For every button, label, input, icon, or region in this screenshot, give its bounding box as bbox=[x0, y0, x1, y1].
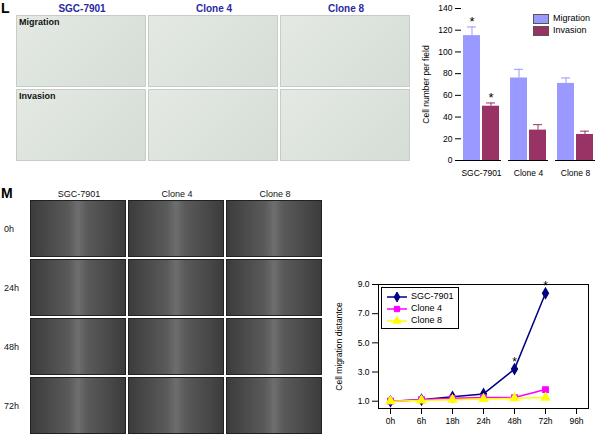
html-text:48h: 48h bbox=[4, 341, 19, 352]
svg-text:1.0: 1.0 bbox=[358, 396, 370, 406]
html-text:SGC-7901: SGC-7901 bbox=[57, 189, 101, 199]
html-text:SGC-7901: SGC-7901 bbox=[411, 291, 454, 301]
html-text:L: L bbox=[1, 0, 10, 16]
html-text:SGC-7901: SGC-7901 bbox=[58, 3, 106, 14]
svg-text:18h: 18h bbox=[445, 416, 459, 426]
svg-text:Clone 4: Clone 4 bbox=[514, 168, 544, 178]
html-text:24h: 24h bbox=[4, 282, 19, 293]
svg-text:20: 20 bbox=[443, 134, 453, 144]
svg-text:100: 100 bbox=[438, 47, 452, 57]
svg-text:24h: 24h bbox=[476, 416, 490, 426]
html-text:Migration: Migration bbox=[553, 13, 590, 23]
html-text:Migration: Migration bbox=[19, 17, 60, 27]
svg-text:*: * bbox=[469, 14, 474, 29]
svg-text:3.0: 3.0 bbox=[358, 367, 370, 377]
html-text:M: M bbox=[1, 185, 13, 201]
svg-text:*: * bbox=[512, 355, 517, 369]
svg-text:6h: 6h bbox=[417, 416, 427, 426]
html-text:Invasion: Invasion bbox=[19, 91, 56, 101]
svg-text:40: 40 bbox=[443, 112, 453, 122]
svg-text:9.0: 9.0 bbox=[358, 279, 370, 289]
svg-text:96h: 96h bbox=[569, 416, 583, 426]
svg-text:48h: 48h bbox=[507, 416, 521, 426]
svg-text:5.0: 5.0 bbox=[358, 338, 370, 348]
html-text:Invasion: Invasion bbox=[553, 25, 587, 35]
svg-text:SGC-7901: SGC-7901 bbox=[461, 168, 501, 178]
svg-text:80: 80 bbox=[443, 68, 453, 78]
html-text:Clone 8: Clone 8 bbox=[259, 189, 291, 199]
html-text:Clone 8: Clone 8 bbox=[411, 315, 442, 325]
svg-text:0: 0 bbox=[448, 155, 453, 165]
svg-text:*: * bbox=[488, 90, 493, 105]
svg-text:60: 60 bbox=[443, 90, 453, 100]
svg-text:Cell migration distantce: Cell migration distantce bbox=[334, 302, 344, 391]
html-text:72h: 72h bbox=[4, 400, 19, 411]
html-text:Clone 4: Clone 4 bbox=[195, 3, 233, 14]
svg-text:0h: 0h bbox=[386, 416, 396, 426]
svg-text:7.0: 7.0 bbox=[358, 308, 370, 318]
html-text:Clone 8: Clone 8 bbox=[327, 3, 365, 14]
svg-text:*: * bbox=[543, 279, 548, 293]
html-text:Clone 4: Clone 4 bbox=[411, 303, 442, 313]
svg-text:Cell number per field: Cell number per field bbox=[421, 45, 431, 124]
svg-text:140: 140 bbox=[438, 3, 452, 13]
svg-text:120: 120 bbox=[438, 25, 452, 35]
html-text:0h: 0h bbox=[4, 223, 14, 234]
svg-text:72h: 72h bbox=[538, 416, 552, 426]
svg-text:Clone 8: Clone 8 bbox=[561, 168, 591, 178]
html-text:Clone 4: Clone 4 bbox=[161, 189, 193, 199]
